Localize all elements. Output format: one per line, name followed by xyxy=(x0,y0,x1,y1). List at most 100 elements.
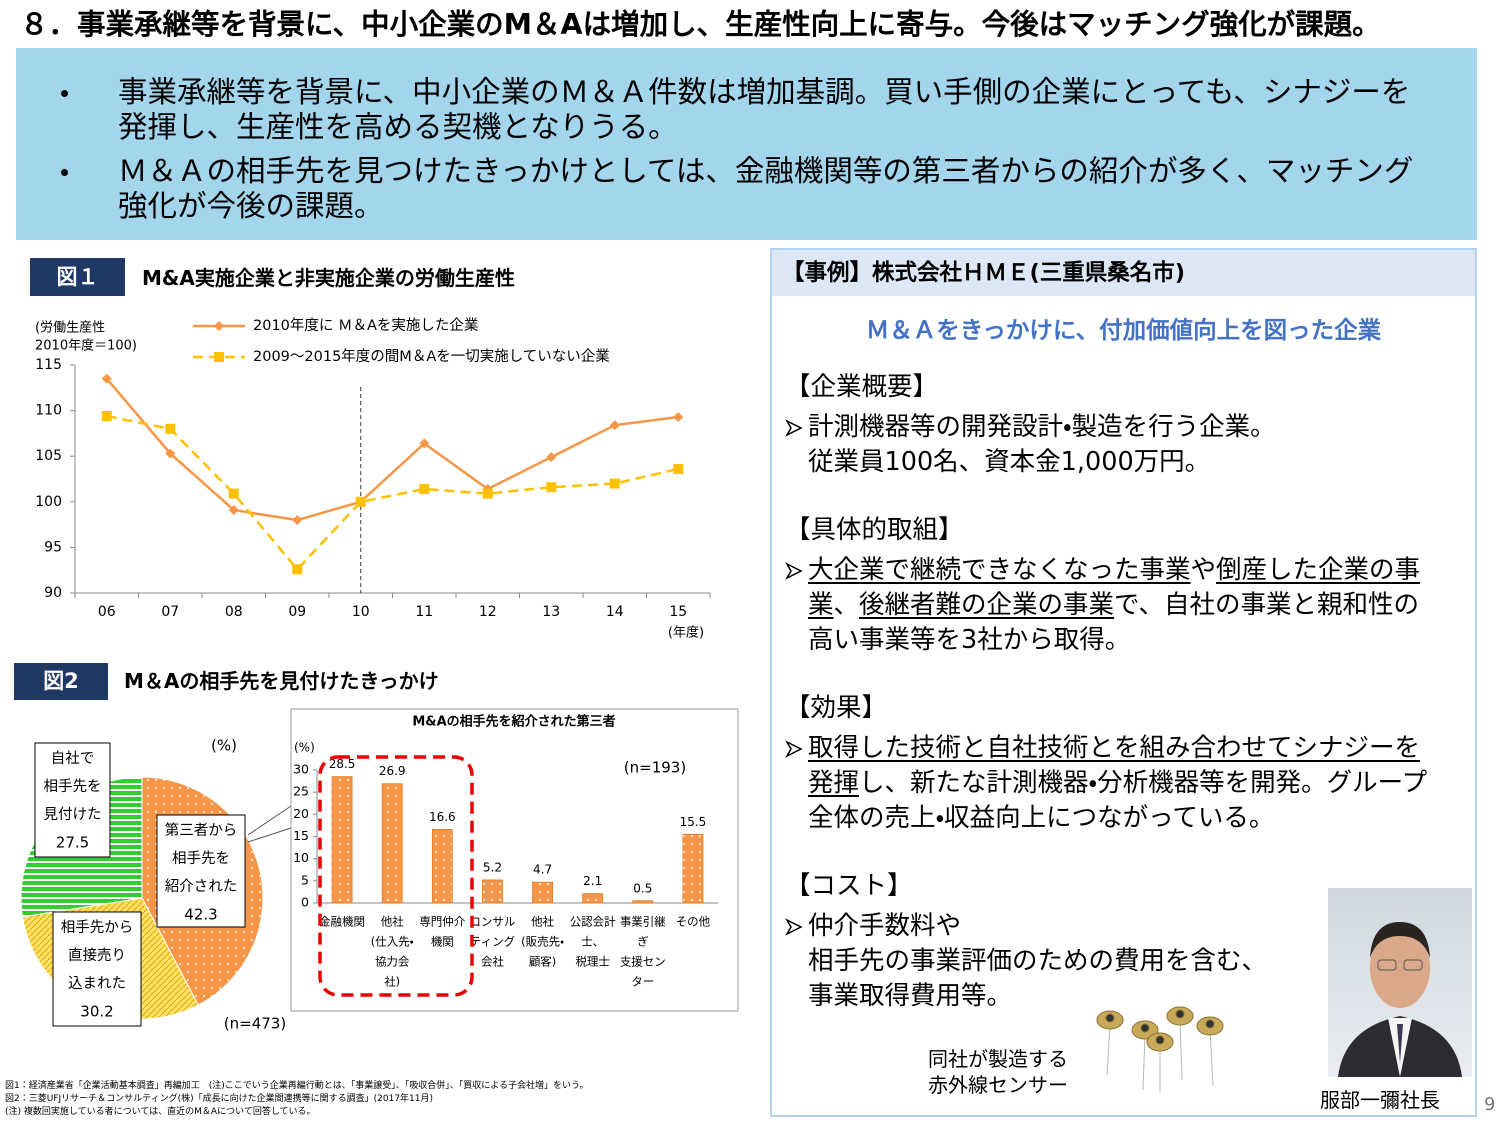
x-tick-label: 12 xyxy=(479,604,497,620)
y-axis-label: (労働生産性 xyxy=(35,321,105,336)
president-photo xyxy=(1328,888,1472,1077)
paragraph: 仲介手数料や xyxy=(785,909,1433,944)
x-tick-label: 金融機関 xyxy=(319,915,365,929)
value-label: 28.5 xyxy=(329,757,356,771)
marker xyxy=(609,420,620,431)
x-tick-label: 09 xyxy=(288,604,306,620)
glasses xyxy=(1403,959,1423,971)
pie-label: 相手先から xyxy=(61,919,134,936)
marker xyxy=(214,352,224,362)
bullet-text: 事業承継等を背景に、中小企業のＭ＆Ａ件数は増加基調。買い手側の企業にとっても、シ… xyxy=(118,75,1411,144)
x-tick-label: 08 xyxy=(225,604,243,620)
footnote: 図2：三菱UFJリサーチ＆コンサルティング(株)「成長に向けた企業間連携等に関す… xyxy=(5,1094,434,1104)
text-segment: し、新たな計測機器・分析機器等を開発。グループ全体の売上・収益向上につながってい… xyxy=(808,768,1428,833)
pie-label: 紹介された xyxy=(165,878,238,895)
marker xyxy=(546,482,557,493)
line-series xyxy=(105,377,679,522)
legend-label: 2010年度に Ｍ＆Aを実施した企業 xyxy=(253,317,478,334)
marker xyxy=(419,484,430,495)
bar xyxy=(682,833,704,904)
marker xyxy=(101,411,112,422)
text-segment: 後継者難の企業の事業 xyxy=(859,590,1115,620)
tie xyxy=(1397,1024,1403,1063)
x-tick-label: コンサル xyxy=(469,915,515,929)
x-tick-label: 15 xyxy=(669,604,687,620)
figure-badge: 図2 xyxy=(14,663,108,700)
y-tick-label: 30 xyxy=(293,762,309,777)
value-label: 15.5 xyxy=(680,815,707,829)
case-section: 【効果】取得した技術と自社技術とを組み合わせてシナジーを発揮し、新たな計測機器・… xyxy=(785,691,1465,836)
paragraph: 相手先の事業評価のための費用を含む、 xyxy=(785,944,1433,979)
x-tick-label: ぎ xyxy=(637,935,649,949)
x-tick-label: 税理士 xyxy=(575,955,610,969)
pie-label: 相手先を xyxy=(172,850,230,867)
case-panel xyxy=(770,248,1477,1117)
arrow-shape xyxy=(785,918,803,936)
page-number: 9 xyxy=(1484,1094,1496,1115)
y-tick-label: 100 xyxy=(35,494,62,510)
y-tick-label: 115 xyxy=(35,357,62,373)
y-tick-label: 110 xyxy=(35,403,62,419)
case-body: 【企業概要】 計測機器等の開発設計・製造を行う企業。 従業員100名、資本金1,00… xyxy=(785,370,1465,1047)
chart-note: (n=193) xyxy=(624,759,686,777)
pie-slice xyxy=(141,776,264,1006)
x-tick-label: 事業引継 xyxy=(620,915,666,929)
text-segment: 事業取得費用等。 xyxy=(808,981,1013,1011)
section-heading: 【効果】 xyxy=(785,693,888,723)
chart-title: M&Aの相手先を紹介された第三者 xyxy=(412,714,615,730)
x-tick-label: (販売先・ xyxy=(521,935,564,949)
y-tick-label: 90 xyxy=(44,585,62,601)
text-segment: 大企業で継続できなくなった事業 xyxy=(808,555,1191,585)
pie-label-box xyxy=(52,911,142,1027)
photo-caption: 服部一彌社長 xyxy=(1320,1088,1440,1112)
pie-label: 相手先を xyxy=(44,778,102,795)
section-heading: 【企業概要】 xyxy=(785,372,939,402)
marker xyxy=(228,505,239,516)
x-tick-label: 11 xyxy=(415,604,433,620)
bar xyxy=(582,893,604,904)
text-segment: や xyxy=(1190,555,1217,585)
marker xyxy=(292,515,303,526)
bar xyxy=(331,776,353,904)
paragraph: 取得した技術と自社技術とを組み合わせてシナジーを発揮し、新たな計測機器・分析機器… xyxy=(785,731,1433,836)
marker xyxy=(355,496,366,507)
face xyxy=(1370,928,1430,1008)
value-label: 4.7 xyxy=(533,863,552,877)
value-label: 26.9 xyxy=(379,764,406,778)
highlight-frame xyxy=(318,755,474,997)
bar xyxy=(532,881,553,904)
value-label: 0.5 xyxy=(633,881,652,895)
section-heading: 【具体的取組】 xyxy=(785,515,964,545)
x-tick-label: 機関 xyxy=(431,935,454,949)
bullet-dot xyxy=(61,90,68,97)
glasses xyxy=(1377,959,1397,971)
photo-figure xyxy=(1338,922,1462,1077)
y-axis-label: 2010年度＝100) xyxy=(35,338,137,354)
y-tick-label: 15 xyxy=(293,828,309,843)
pie-value-label: 30.2 xyxy=(80,1003,113,1021)
x-tick-label: (仕入先・ xyxy=(371,935,414,949)
pie-label: 自社で xyxy=(51,750,95,767)
case-section: 【コスト】 仲介手数料や 相手先の事業評価のための費用を含む、 事業取得費用等。 xyxy=(785,869,1465,1014)
paragraph: 大企業で継続できなくなった事業や倒産した企業の事業、後継者難の企業の事業で、自社… xyxy=(785,553,1433,658)
pie-label: 第三者から xyxy=(165,822,238,839)
footnote: 図1：経済産業省「企業活動基本調査」再編加工 (注)ここでいう企業再編行動とは、… xyxy=(5,1081,589,1091)
bullet-item: Ｍ＆Ａの相手先を見つけたきっかけとしては、金融機関等の第三者からの紹介が多く、マ… xyxy=(16,154,1436,224)
figure-title: M＆Aの相手先を見付けたきっかけ xyxy=(124,669,439,693)
slide-title: ８．事業承継等を背景に、中小企業のM＆Aは増加し、生産性向上に寄与。今後はマッチ… xyxy=(20,8,1381,41)
pie-label: 見付けた xyxy=(44,806,102,823)
pie-label: 直接売り xyxy=(68,947,126,964)
marker xyxy=(673,411,684,422)
bar xyxy=(431,829,453,904)
marker xyxy=(419,438,430,449)
text-segment: 計測機器等の開発設計・製造を行う企業。 xyxy=(808,412,1276,442)
x-tick-label: 10 xyxy=(352,604,370,620)
pie-value-label: 42.3 xyxy=(184,906,217,924)
y-tick-label: 25 xyxy=(293,784,309,799)
marker xyxy=(165,448,176,459)
x-axis-label: (年度) xyxy=(668,625,704,641)
case-header: 【事例】株式会社ＨＭＥ(三重県桑名市) xyxy=(782,260,1186,286)
text-segment: 倒産した企業の事業 xyxy=(808,555,1421,620)
y-tick-label: 5 xyxy=(301,872,309,887)
x-tick-label: 支援セン xyxy=(620,955,666,969)
